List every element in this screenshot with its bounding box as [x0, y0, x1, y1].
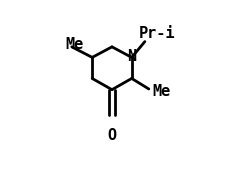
Text: Pr-i: Pr-i	[138, 25, 175, 41]
Text: O: O	[107, 128, 117, 143]
Text: N: N	[127, 49, 136, 64]
Text: Me: Me	[153, 84, 171, 99]
Text: Me: Me	[65, 37, 83, 52]
